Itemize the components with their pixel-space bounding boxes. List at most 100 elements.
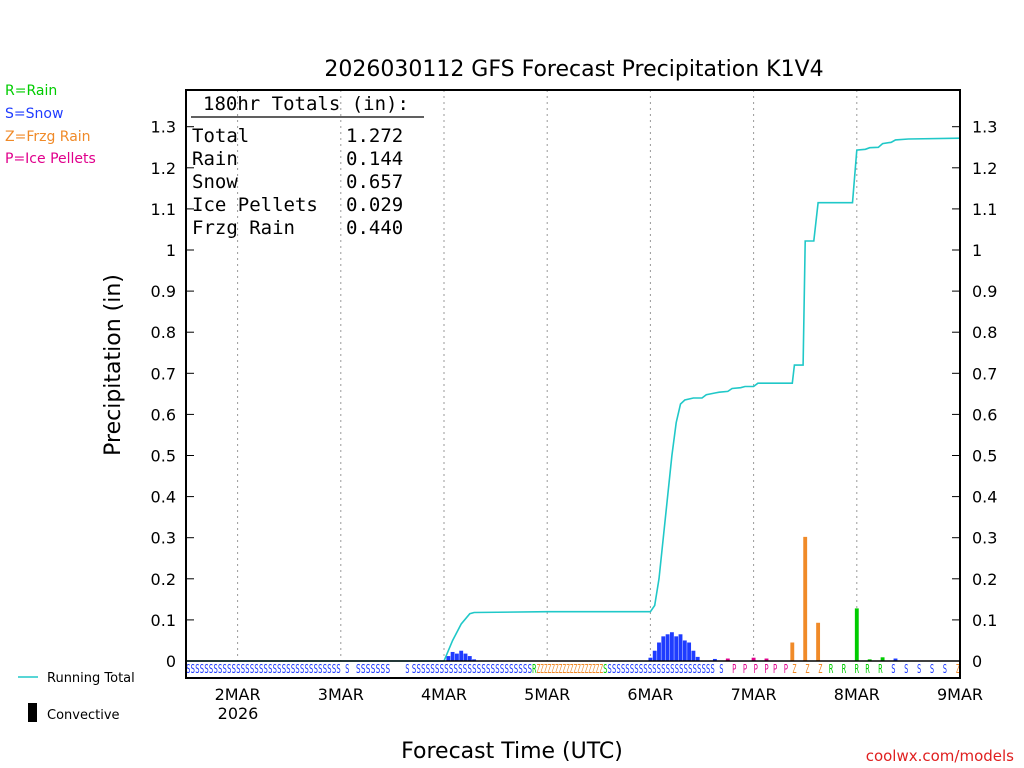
y-ticks-left: 0 0.1 0.2 0.3 0.4 0.5 0.6 0.7 0.8 0.9 1 1.1 1.2 1.3 (151, 118, 194, 671)
totals-label-ice-pellets: Ice Pellets (192, 194, 318, 216)
ptype-pellets: P (743, 662, 747, 676)
precip-bar (454, 653, 459, 661)
ptype-rain: S (603, 662, 607, 676)
y-tick-right: 0 (972, 652, 982, 671)
totals-value-ice-pellets: 0.029 (346, 194, 403, 216)
ptype-frzg: Z (792, 662, 796, 676)
legend-running-total: Running Total (47, 671, 135, 686)
grid-lines (237, 90, 858, 661)
ptype-snow: S (930, 662, 934, 676)
precip-bar (472, 659, 477, 661)
y-tick-left: 1.2 (151, 159, 176, 178)
precip-bar (678, 634, 683, 661)
y-tick-left: 1.3 (151, 118, 176, 137)
y-tick-right: 0.1 (972, 611, 997, 630)
x-tick-8mar: 8MAR (834, 685, 880, 704)
totals-box: 180hr Totals (in): Total 1.272 Rain 0.14… (191, 93, 424, 239)
precip-bar (459, 650, 464, 661)
precip-bar (463, 653, 468, 661)
x-tick-5mar: 5MAR (524, 685, 570, 704)
y-tick-left: 1 (166, 241, 176, 260)
x-ticks: 2MAR 3MAR 4MAR 5MAR 6MAR 7MAR 8MAR 9MAR (215, 685, 983, 704)
y-tick-right: 0.7 (972, 364, 997, 383)
y-tick-right: 1.1 (972, 200, 997, 219)
y-tick-right: 0.2 (972, 570, 997, 589)
y-tick-right: 0.9 (972, 282, 997, 301)
ptype-pellets: P (764, 662, 768, 676)
ptype-rain: R (829, 662, 834, 676)
precip-bar (674, 636, 679, 661)
ptype-rain: R (878, 662, 883, 676)
legend-convective: Convective (47, 708, 120, 723)
x-axis-title: Forecast Time (UTC) (401, 739, 623, 764)
x-tick-4mar: 4MAR (421, 685, 467, 704)
totals-label-rain: Rain (192, 148, 238, 170)
ptype-snow: SSSSSSSSSSSSSSSSSSSSSSSS (607, 662, 715, 676)
ptype-snow: S (719, 662, 723, 676)
y-tick-right: 0.5 (972, 447, 997, 466)
y-tick-left: 0.2 (151, 570, 176, 589)
year-label: 2026 (218, 704, 259, 723)
precip-bar (450, 651, 455, 661)
precip-bar (661, 636, 666, 661)
precip-bar (751, 657, 756, 661)
precip-bar (725, 658, 730, 661)
legend-ice-pellets: P=Ice Pellets (5, 151, 96, 167)
precip-bar (687, 642, 692, 661)
ptype-frzg: ZZZZZZZZZZZZZZZZZZ (536, 662, 603, 676)
totals-value-frzg-rain: 0.440 (346, 217, 403, 239)
ptype-snow: SSSSSSSSSSSSSSSSSSSSSSSSSSSSSSSSSS (186, 662, 341, 676)
y-axis-title: Precipitation (in) (101, 274, 126, 456)
precip-bar (446, 656, 451, 661)
ptype-frzg: Z (805, 662, 809, 676)
precip-bar (803, 536, 808, 661)
precip-type-row: SSSSSSSSSSSSSSSSSSSSSSSSSSSSSSSSSS S SSSSS… (186, 662, 960, 676)
x-tick-2mar: 2MAR (215, 685, 261, 704)
ptype-rain: R (842, 662, 847, 676)
ptype-snow: S (405, 662, 409, 676)
precip-bar (682, 640, 687, 661)
precip-bar (648, 657, 653, 661)
x-tick-3mar: 3MAR (318, 685, 364, 704)
totals-value-rain: 0.144 (346, 148, 403, 170)
y-tick-right: 0.8 (972, 323, 997, 342)
y-tick-right: 0.4 (972, 488, 997, 507)
y-tick-left: 0.6 (151, 405, 176, 424)
y-tick-right: 1 (972, 241, 982, 260)
totals-label-snow: Snow (192, 171, 238, 193)
x-tick-7mar: 7MAR (731, 685, 777, 704)
precip-bar (867, 659, 872, 661)
legend-rain: R=Rain (5, 83, 57, 99)
ptype-pellets: P (754, 662, 758, 676)
precip-bar (893, 658, 898, 661)
y-tick-left: 0.9 (151, 282, 176, 301)
precip-bar (652, 650, 657, 661)
ptype-pellets: P (732, 662, 736, 676)
precip-bar (816, 622, 821, 661)
y-tick-right: 0.3 (972, 529, 997, 548)
y-ticks-right: 0 0.1 0.2 0.3 0.4 0.5 0.6 0.7 0.8 0.9 1 1.1 1.2 1.3 (952, 118, 997, 671)
ptype-snow: S (345, 662, 349, 676)
ptype-snow: SSSSSSSSSSSSSSSSSSSSSSSSSS (412, 662, 532, 676)
ptype-rain: R (532, 662, 537, 676)
y-tick-left: 0.1 (151, 611, 176, 630)
y-tick-left: 0 (166, 652, 176, 671)
precip-bar (880, 657, 885, 661)
chart-title: 2026030112 GFS Forecast Precipitation K1… (324, 57, 823, 82)
totals-label-frzg-rain: Frzg Rain (192, 217, 295, 239)
precip-bar (665, 634, 670, 661)
ptype-frzg: Z (818, 662, 822, 676)
ptype-pellets: P (784, 662, 788, 676)
ptype-rain: R (855, 662, 860, 676)
y-tick-left: 0.4 (151, 488, 176, 507)
precip-bar (691, 650, 696, 661)
totals-header: 180hr Totals (in): (203, 93, 409, 115)
ptype-snow: S (891, 662, 895, 676)
ptype-snow: S (917, 662, 921, 676)
legend-frzg-rain: Z=Frzg Rain (5, 129, 91, 145)
precip-bar (854, 608, 859, 661)
ptype-snow: S (943, 662, 947, 676)
ptype-snow: SSSSSSS (356, 662, 390, 676)
y-tick-right: 1.3 (972, 118, 997, 137)
